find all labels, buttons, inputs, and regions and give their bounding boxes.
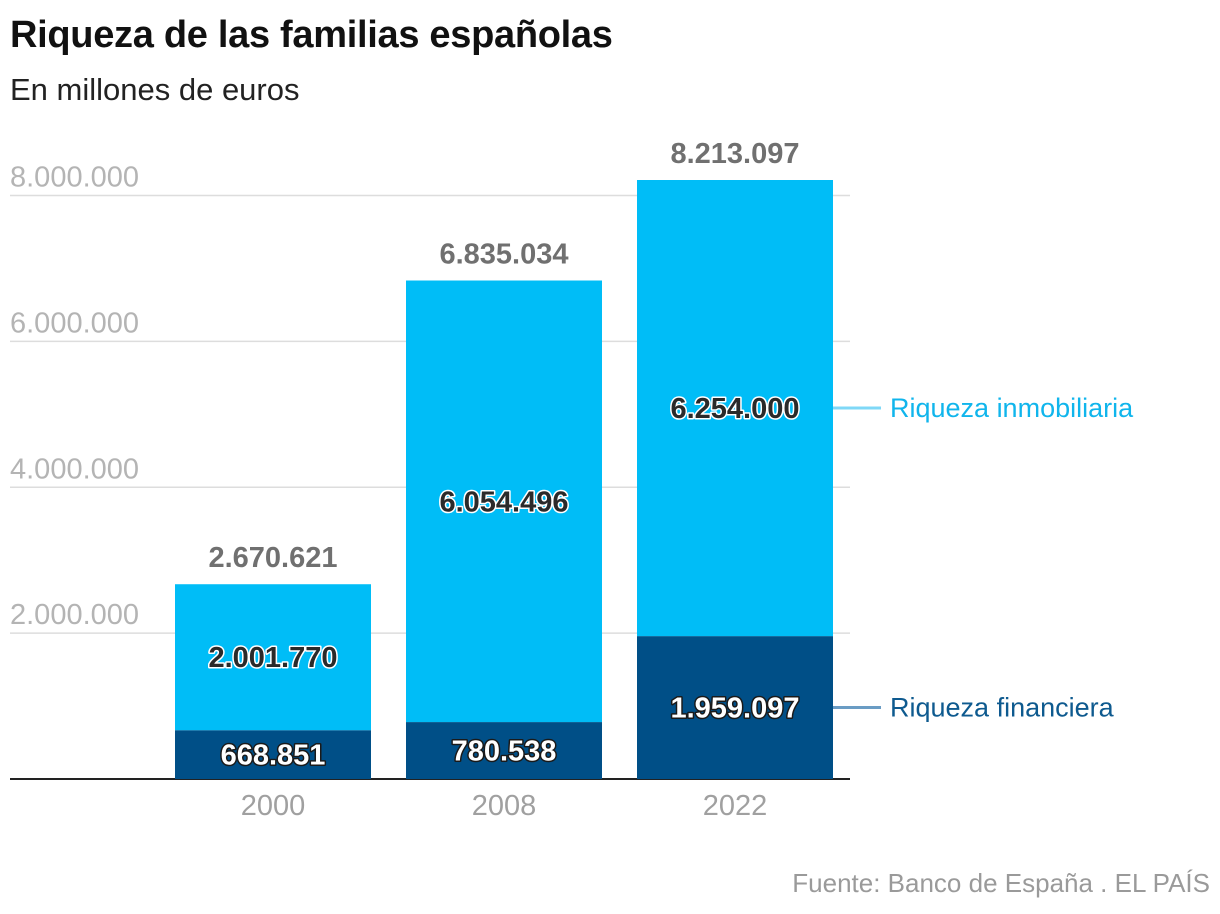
- x-category-label: 2000: [241, 790, 306, 822]
- value-label-inmobiliaria: 6.054.496: [439, 486, 568, 518]
- y-tick-label: 8.000.000: [10, 162, 139, 194]
- value-label-financiera: 780.538: [452, 736, 557, 768]
- bar-financiera-2022: [637, 636, 833, 779]
- legend-label-financiera: Riqueza financiera: [890, 693, 1115, 723]
- chart-title: Riqueza de las familias españolas: [10, 14, 613, 56]
- bars-layer: [175, 180, 833, 779]
- total-label: 8.213.097: [670, 138, 799, 170]
- bar-inmobiliaria-2008: [406, 280, 602, 723]
- source-note: Fuente: Banco de España . EL PAÍS: [792, 868, 1210, 898]
- value-label-inmobiliaria: 6.254.000: [670, 393, 799, 425]
- labels-layer: 668.851 2.001.770 2.670.621 2000 780.538 6.05…: [207, 138, 801, 822]
- bar-inmobiliaria-2022: [637, 180, 833, 637]
- bar-financiera-2008: [406, 722, 602, 779]
- bar-financiera-2000: [175, 730, 371, 779]
- total-label: 6.835.034: [439, 239, 568, 271]
- x-category-label: 2022: [703, 790, 768, 822]
- value-label-inmobiliaria: 2.001.770: [208, 642, 337, 674]
- legend-label-inmobiliaria: Riqueza inmobiliaria: [890, 393, 1134, 423]
- y-tick-label: 4.000.000: [10, 453, 139, 485]
- y-tick-label: 2.000.000: [10, 599, 139, 631]
- legend-layer: Riqueza inmobiliaria Riqueza financiera: [833, 393, 1134, 723]
- x-category-label: 2008: [472, 790, 537, 822]
- total-label: 2.670.621: [208, 542, 337, 574]
- value-label-financiera: 1.959.097: [670, 693, 799, 725]
- chart-subtitle: En millones de euros: [10, 72, 300, 107]
- y-tick-label: 6.000.000: [10, 307, 139, 339]
- bar-inmobiliaria-2000: [175, 584, 371, 731]
- value-label-financiera: 668.851: [221, 740, 326, 772]
